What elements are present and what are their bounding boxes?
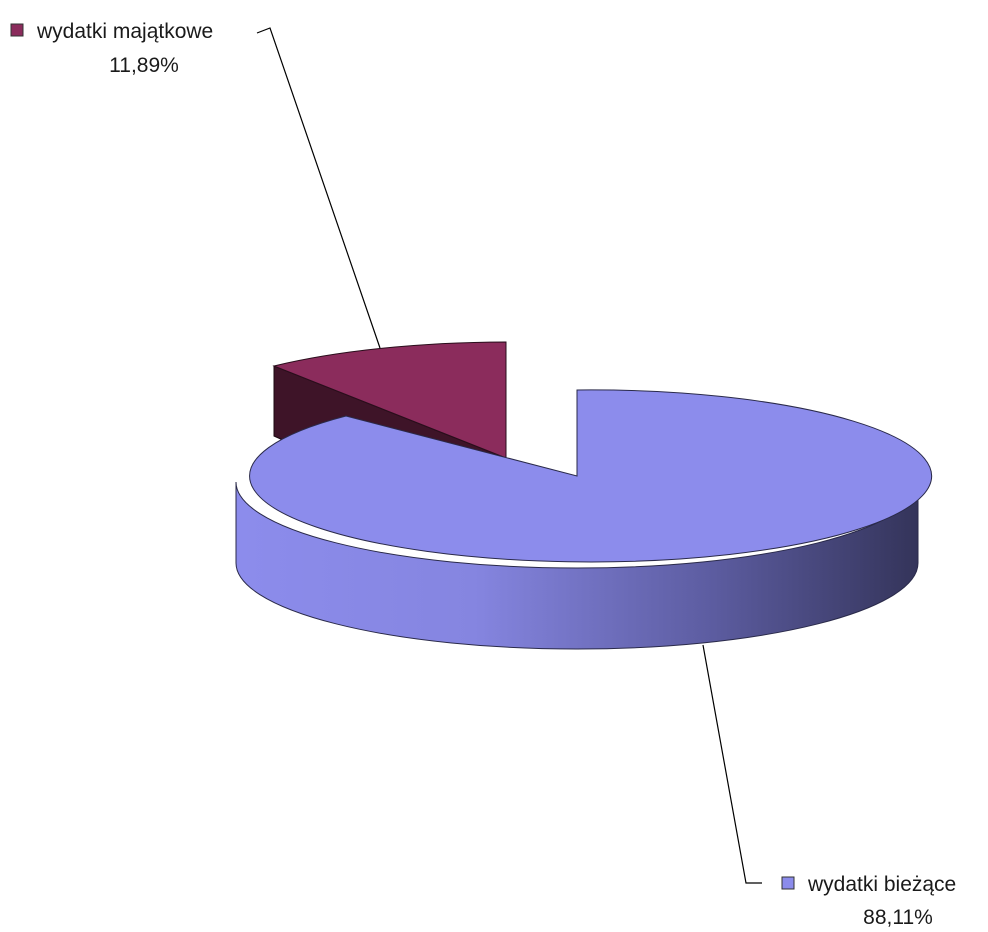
slice-value-biezace: 88,11% [863,906,933,929]
data-label-biezace: wydatki bieżące 88,11% [781,873,956,929]
slice-wydatki-biezace [235,389,933,650]
leader-line-majatkowe [256,27,381,349]
slice-majatkowe-top [272,341,507,459]
legend-swatch-biezace [781,876,795,890]
slice-value-majatkowe: 11,89% [109,54,179,77]
slice-biezace-rim [235,481,919,650]
slice-label-majatkowe: wydatki majątkowe [36,20,213,43]
leader-line-biezace [702,644,762,884]
slice-label-biezace: wydatki bieżące [807,873,956,896]
data-label-majatkowe: wydatki majątkowe 11,89% [10,20,213,77]
slice-biezace-top [249,389,933,563]
legend-swatch-majatkowe [10,23,24,37]
